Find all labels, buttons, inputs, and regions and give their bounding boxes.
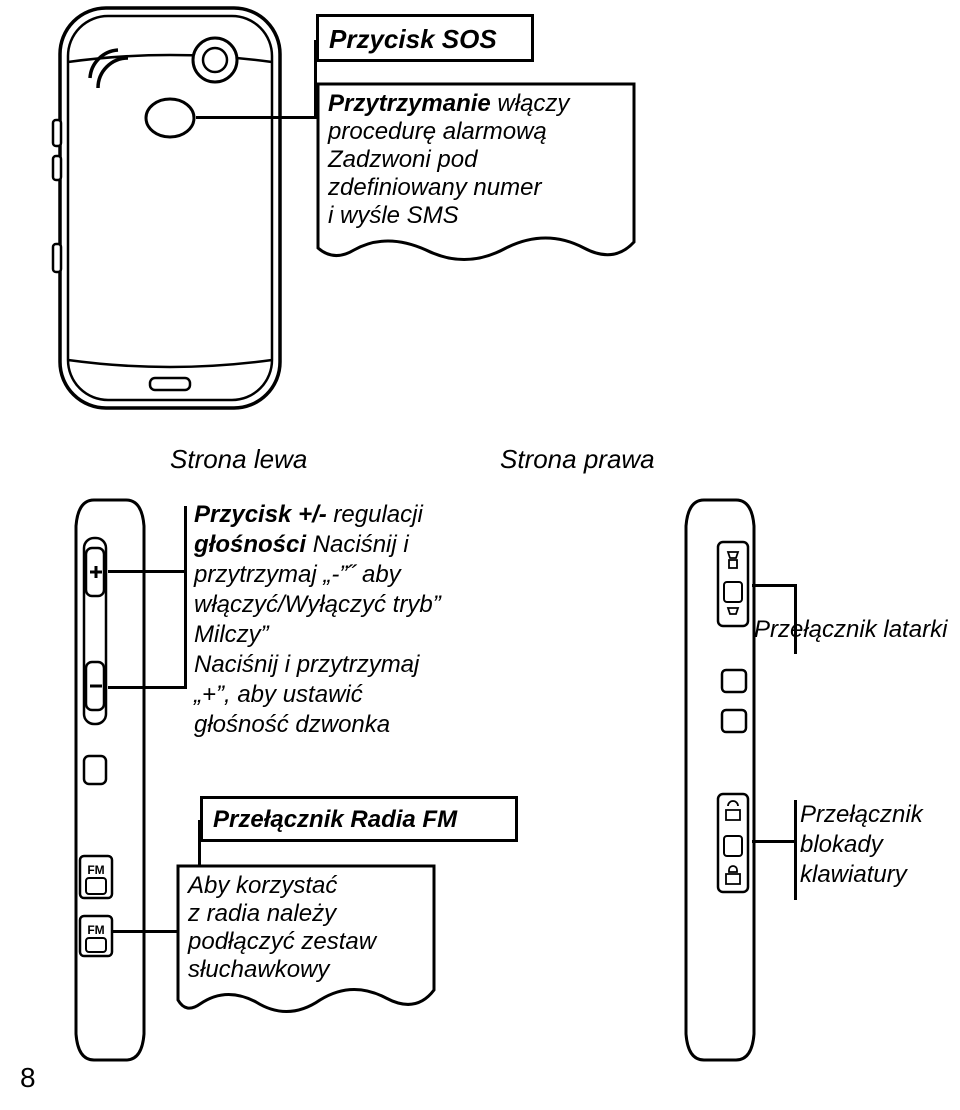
sos-l2: procedurę alarmową [328, 118, 624, 146]
sos-l3: Zadzwoni pod [328, 146, 624, 174]
vol-l1a: Przycisk +/- [194, 501, 333, 528]
vol-l5: Milczy” [194, 620, 534, 650]
keylock-l1: Przełącznik [800, 800, 923, 830]
vol-l2r: Naciśnij i [306, 531, 409, 558]
vol-leader-v [184, 506, 187, 689]
vol-l3: przytrzymaj „-”˝ aby [194, 560, 534, 590]
vol-leader-2 [108, 686, 186, 689]
volume-label: Przycisk +/- regulacji głośności Naciśni… [194, 500, 534, 740]
vol-l6: Naciśnij i przytrzymaj [194, 650, 534, 680]
svg-text:FM: FM [87, 863, 104, 877]
vol-l2: głośności [194, 531, 306, 558]
fm-l2: z radia należy [188, 900, 424, 928]
phone-right-side [664, 494, 774, 1074]
keylock-label: Przełącznik blokady klawiatury [800, 800, 923, 890]
vol-leader-1 [108, 570, 186, 573]
fm-body-box: Aby korzystać z radia należy podłączyć z… [176, 864, 436, 992]
fm-l3: podłączyć zestaw [188, 928, 424, 956]
keylock-leader-v [794, 800, 797, 900]
sos-l1-rest: włączy [497, 90, 569, 117]
torch-leader-h [752, 584, 796, 587]
keylock-l2: blokady [800, 830, 923, 860]
keylock-l3: klawiatury [800, 860, 923, 890]
svg-text:FM: FM [87, 923, 104, 937]
phone-left-side: FM FM [54, 494, 164, 1074]
vol-l1b: regulacji [333, 501, 422, 528]
fm-l1: Aby korzystać [188, 872, 424, 900]
sos-leader-h [196, 116, 316, 119]
fm-title-box: Przełącznik Radia FM [200, 796, 518, 842]
sos-l5: i wyśle SMS [328, 202, 624, 230]
keylock-leader-h [752, 840, 796, 843]
sos-l4: zdefiniowany numer [328, 174, 624, 202]
vol-l7: „+”, aby ustawić [194, 680, 534, 710]
fm-title: Przełącznik Radia FM [213, 806, 457, 833]
sos-title: Przycisk SOS [329, 24, 497, 54]
sos-l1-bold: Przytrzymanie [328, 90, 497, 117]
right-heading: Strona prawa [500, 444, 655, 475]
vol-l8: głośność dzwonka [194, 710, 534, 740]
fm-l4: słuchawkowy [188, 956, 424, 984]
page-number: 8 [20, 1062, 36, 1094]
sos-body-box: Przytrzymanie włączy procedurę alarmową … [316, 82, 636, 238]
left-heading: Strona lewa [170, 444, 307, 475]
sos-title-box: Przycisk SOS [316, 14, 534, 62]
sos-button-icon [146, 99, 194, 137]
vol-l4: włączyć/Wyłączyć tryb” [194, 590, 534, 620]
phone-back-outline [20, 0, 320, 420]
torch-label: Przełącznik latarki [754, 616, 960, 644]
